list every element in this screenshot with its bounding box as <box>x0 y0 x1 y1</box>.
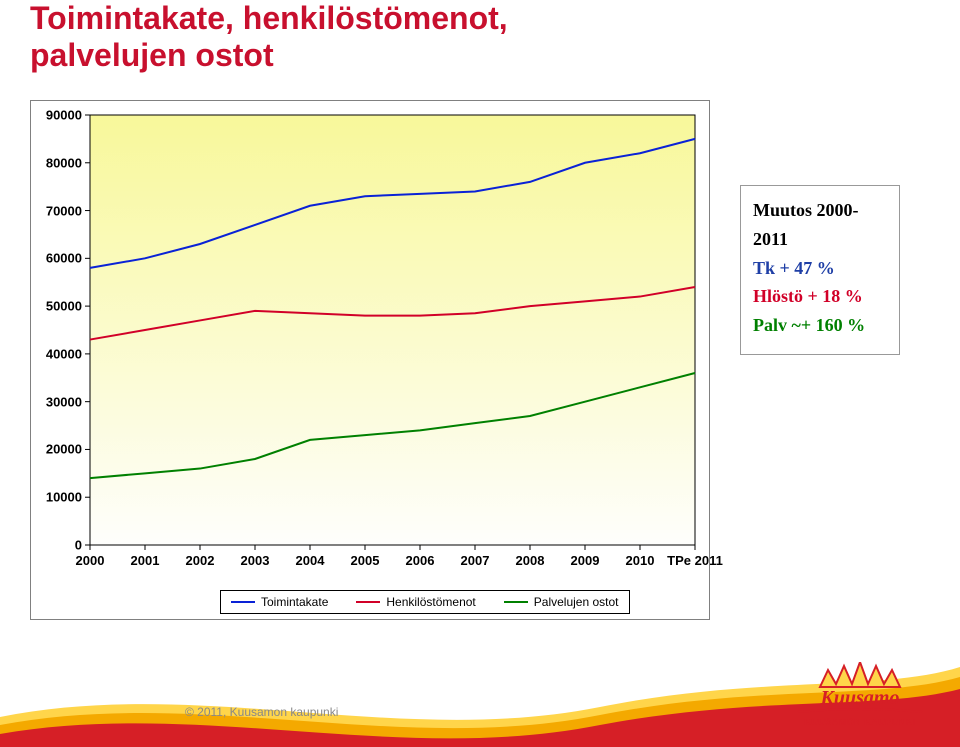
ytick-label: 60000 <box>30 251 82 266</box>
xtick-label: TPe 2011 <box>667 553 723 568</box>
legend-swatch <box>231 601 255 603</box>
ytick-label: 10000 <box>30 490 82 505</box>
xtick-label: 2004 <box>296 553 325 568</box>
xtick-label: 2008 <box>516 553 545 568</box>
xtick-label: 2003 <box>241 553 270 568</box>
info-line-tk: Tk + 47 % <box>753 254 887 283</box>
ytick-label: 30000 <box>30 394 82 409</box>
chart-svg <box>30 100 710 620</box>
ytick-label: 50000 <box>30 299 82 314</box>
logo-crown-icon <box>820 662 900 687</box>
logo-text-top: Kuusamo <box>820 687 900 709</box>
ytick-label: 0 <box>30 538 82 553</box>
legend-label: Palvelujen ostot <box>534 595 619 609</box>
copyright: © 2011, Kuusamon kaupunki <box>185 705 338 719</box>
ytick-label: 20000 <box>30 442 82 457</box>
legend-swatch <box>356 601 380 603</box>
legend-label: Toimintakate <box>261 595 328 609</box>
xtick-label: 2006 <box>406 553 435 568</box>
legend-item: Henkilöstömenot <box>356 595 475 609</box>
page-title: Toimintakate, henkilöstömenot, palveluje… <box>30 0 508 74</box>
plot-area <box>90 115 695 545</box>
logo-divider <box>798 709 922 712</box>
xtick-label: 2002 <box>186 553 215 568</box>
xtick-label: 2005 <box>351 553 380 568</box>
chart-legend: Toimintakate Henkilöstömenot Palvelujen os… <box>220 590 630 614</box>
legend-item: Toimintakate <box>231 595 328 609</box>
xtick-label: 2000 <box>76 553 105 568</box>
legend-item: Palvelujen ostot <box>504 595 619 609</box>
xtick-label: 2001 <box>131 553 160 568</box>
ytick-label: 90000 <box>30 108 82 123</box>
info-line-hlosto: Hlöstö + 18 % <box>753 282 887 311</box>
ytick-label: 80000 <box>30 155 82 170</box>
slide: Toimintakate, henkilöstömenot, palveluje… <box>0 0 960 747</box>
xtick-label: 2007 <box>461 553 490 568</box>
xtick-label: 2009 <box>571 553 600 568</box>
line-chart: 0 10000 20000 30000 40000 50000 60000 70000 8000… <box>30 100 710 620</box>
legend-label: Henkilöstömenot <box>386 595 475 609</box>
logo-svg: Kuusamo KUUSAMON KAUPUNKI <box>790 662 930 732</box>
title-line-1: Toimintakate, henkilöstömenot, <box>30 0 508 36</box>
legend-swatch <box>504 601 528 603</box>
kuusamo-logo: Kuusamo KUUSAMON KAUPUNKI <box>790 662 930 732</box>
ytick-label: 40000 <box>30 346 82 361</box>
title-line-2: palvelujen ostot <box>30 37 274 73</box>
info-line-palv: Palv ~+ 160 % <box>753 311 887 340</box>
ytick-label: 70000 <box>30 203 82 218</box>
info-box: Muutos 2000-2011 Tk + 47 % Hlöstö + 18 %… <box>740 185 900 355</box>
xtick-label: 2010 <box>626 553 655 568</box>
logo-text-bottom: KUUSAMON KAUPUNKI <box>804 717 916 727</box>
info-header: Muutos 2000-2011 <box>753 196 887 254</box>
